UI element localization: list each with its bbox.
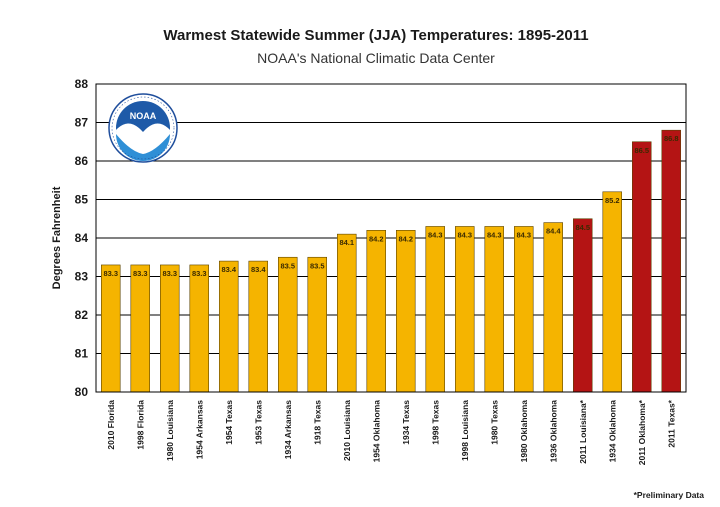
x-tick-label: 1998 Florida <box>135 400 145 450</box>
data-label: 83.3 <box>192 269 207 278</box>
data-label: 84.2 <box>369 234 384 243</box>
data-label: 84.3 <box>428 230 443 239</box>
y-tick-label: 81 <box>75 347 89 361</box>
x-tick-label: 1934 Oklahoma <box>607 400 617 463</box>
y-tick-label: 85 <box>75 193 89 207</box>
bar <box>602 191 622 393</box>
y-tick-label: 86 <box>75 154 89 168</box>
data-label: 83.5 <box>280 261 295 270</box>
data-label: 84.3 <box>457 230 472 239</box>
x-tick-label: 2011 Texas* <box>666 399 676 447</box>
data-label: 86.5 <box>634 146 649 155</box>
x-tick-label: 1954 Oklahoma <box>371 400 381 463</box>
bar <box>189 264 209 393</box>
y-tick-label: 84 <box>75 231 89 245</box>
bar <box>219 260 239 393</box>
data-label: 85.2 <box>605 196 620 205</box>
data-label: 84.2 <box>398 234 413 243</box>
x-tick-label: 1980 Oklahoma <box>519 400 529 463</box>
data-label: 84.4 <box>546 227 561 236</box>
x-tick-label: 1936 Oklahoma <box>548 400 558 463</box>
bar <box>396 230 416 393</box>
bar <box>484 226 504 393</box>
noaa-logo: NOAA <box>108 93 178 163</box>
data-label: 83.3 <box>103 269 118 278</box>
bar <box>573 218 593 393</box>
x-tick-label: 1998 Louisiana <box>460 400 470 461</box>
bar <box>278 256 298 393</box>
bar <box>307 256 327 393</box>
bar <box>130 264 150 393</box>
x-tick-label: 2010 Florida <box>106 400 116 450</box>
data-label: 83.4 <box>251 265 266 274</box>
bar <box>661 129 681 393</box>
bar <box>632 141 652 393</box>
data-label: 84.3 <box>487 230 502 239</box>
data-label: 83.4 <box>221 265 236 274</box>
y-tick-label: 88 <box>75 77 89 91</box>
data-label: 83.3 <box>133 269 148 278</box>
x-tick-label: 1934 Arkansas <box>283 400 293 460</box>
bar <box>101 264 121 393</box>
x-tick-label: 1954 Arkansas <box>194 400 204 460</box>
data-label: 83.3 <box>162 269 177 278</box>
x-tick-label: 1918 Texas <box>312 400 322 445</box>
chart-subtitle: NOAA's National Climatic Data Center <box>257 50 495 66</box>
data-label: 84.5 <box>575 223 590 232</box>
x-tick-label: 1980 Texas <box>489 400 499 445</box>
x-tick-label: 2010 Louisiana <box>342 400 352 461</box>
bar <box>366 230 386 393</box>
data-label: 83.5 <box>310 261 325 270</box>
x-tick-label: 1954 Texas <box>224 400 234 445</box>
data-label: 86.8 <box>664 134 679 143</box>
data-label: 84.1 <box>339 238 354 247</box>
x-tick-label: 2011 Oklahoma* <box>637 399 647 465</box>
y-tick-label: 82 <box>75 308 89 322</box>
x-tick-label: 2011 Louisiana* <box>578 399 588 463</box>
data-labels: 83.3 83.3 83.3 83.3 83.4 83.4 83.5 83.5 84.1 84.2… <box>103 134 678 278</box>
bar <box>543 222 563 393</box>
y-tick-label: 80 <box>75 385 89 399</box>
y-axis-label: Degrees Fahrenheit <box>51 186 63 289</box>
bar <box>455 226 475 393</box>
bar <box>160 264 180 393</box>
data-label: 84.3 <box>516 230 531 239</box>
bar <box>425 226 445 393</box>
bar <box>514 226 534 393</box>
x-axis-ticks: 2010 Florida 1998 Florida 1980 Louisiana 19… <box>106 399 677 465</box>
plot-border <box>95 83 687 393</box>
bar <box>337 233 357 393</box>
footnote: *Preliminary Data <box>634 490 705 500</box>
x-tick-label: 1934 Texas <box>401 400 411 445</box>
y-tick-label: 87 <box>75 116 89 130</box>
x-tick-label: 1998 Texas <box>430 400 440 445</box>
x-tick-label: 1953 Texas <box>253 400 263 445</box>
logo-wordmark: NOAA <box>130 111 157 121</box>
bar <box>248 260 268 393</box>
y-tick-label: 83 <box>75 270 89 284</box>
chart-title: Warmest Statewide Summer (JJA) Temperatu… <box>163 27 588 44</box>
x-tick-label: 1980 Louisiana <box>165 400 175 461</box>
y-axis-ticks: 80 81 82 83 84 85 86 87 88 <box>75 77 89 399</box>
